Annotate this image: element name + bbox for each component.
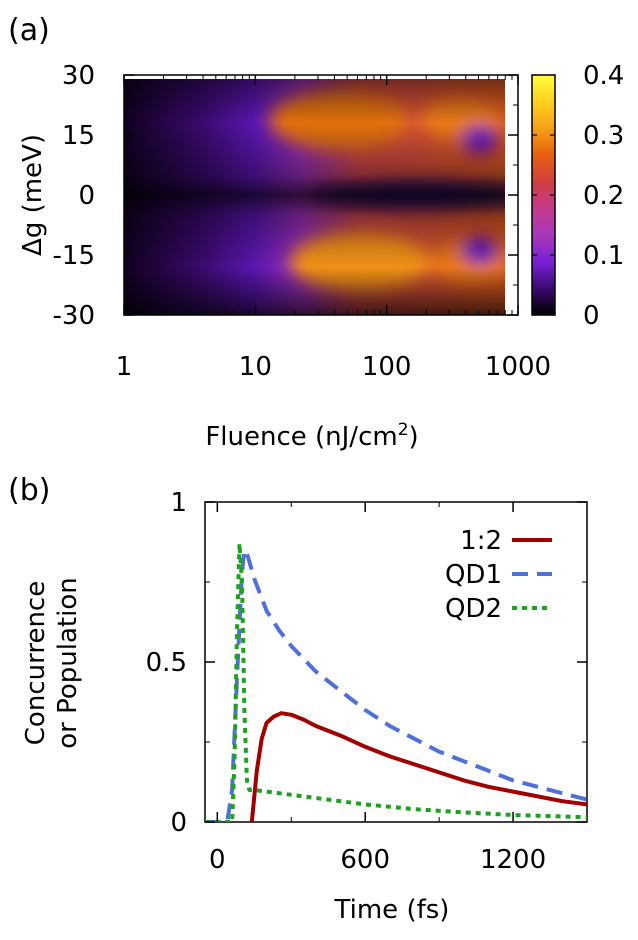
heatmap-y-axis-label: Δg (meV) (18, 134, 48, 256)
legend: 1:2 QD1 QD2 (445, 526, 552, 624)
heatmap-x-tick-label: 10 (239, 352, 272, 382)
line-plot-y-axis-label-2: or Population (53, 577, 83, 748)
heatmap-x-axis-label: Fluence (nJ/cm2) (205, 420, 418, 452)
line-plot-frame (204, 501, 588, 823)
heatmap-y-tick-label: -15 (53, 241, 95, 271)
heatmap-x-tick-label: 1000 (485, 352, 551, 382)
heatmap-y-tick-label: 30 (62, 61, 95, 91)
heatmap-top-strip (124, 75, 518, 79)
colorbar-tick-label: 0.4 (583, 61, 624, 91)
heatmap-y-tick-label: 15 (62, 121, 95, 151)
legend-label: QD1 (445, 560, 502, 590)
colorbar-tick-label: 0.1 (583, 241, 624, 271)
heatmap-y-ticks: -30 -15 0 15 30 (53, 61, 518, 331)
line-plot-y-tick-label: 1 (170, 488, 187, 518)
heatmap-x-tick-label: 100 (362, 352, 412, 382)
heatmap-y-tick-label: 0 (78, 181, 95, 211)
line-series-group (205, 541, 587, 822)
heatmap-y-tick-label: -30 (53, 301, 95, 331)
line-plot-y-tick-label: 0 (170, 808, 187, 838)
line-plot-ticks: 0 600 1200 0 0.5 1 (146, 488, 587, 875)
series-line-qd1 (205, 548, 587, 822)
panel-a-label: (a) (8, 13, 50, 48)
colorbar-tick-label: 0 (583, 301, 600, 331)
panel-b-label: (b) (8, 473, 50, 508)
heatmap (124, 75, 518, 315)
line-plot-x-tick-label: 1200 (480, 845, 546, 875)
heatmap-x-ticks: 1 10 100 1000 (116, 75, 551, 382)
line-plot-y-tick-label: 0.5 (146, 648, 187, 678)
series-line-qd2 (205, 541, 587, 822)
heatmap-x-tick-label: 1 (116, 352, 133, 382)
line-plot-x-tick-label: 0 (209, 845, 226, 875)
line-plot-y-axis-label: Concurrence (21, 581, 51, 745)
colorbar-ticks: 0 0.1 0.2 0.3 0.4 (532, 61, 624, 331)
line-plot-x-tick-label: 600 (340, 845, 390, 875)
colorbar-tick-label: 0.2 (583, 181, 624, 211)
legend-label: QD2 (445, 594, 502, 624)
line-plot-x-axis-label: Time (fs) (334, 895, 450, 925)
heatmap-x-axis-label-sup: 2 (398, 420, 409, 440)
legend-label: 1:2 (460, 526, 502, 556)
heatmap-shading (124, 75, 518, 315)
series-line-1-2 (249, 711, 587, 822)
colorbar-tick-label: 0.3 (583, 121, 624, 151)
